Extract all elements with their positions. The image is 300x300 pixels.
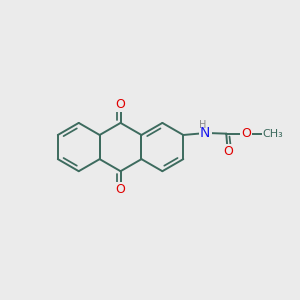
Text: N: N [200,126,211,140]
Text: O: O [223,146,233,158]
Text: H: H [199,120,207,130]
Text: CH₃: CH₃ [262,129,283,139]
Text: O: O [241,127,251,140]
Text: O: O [116,183,125,196]
Text: O: O [116,98,125,111]
